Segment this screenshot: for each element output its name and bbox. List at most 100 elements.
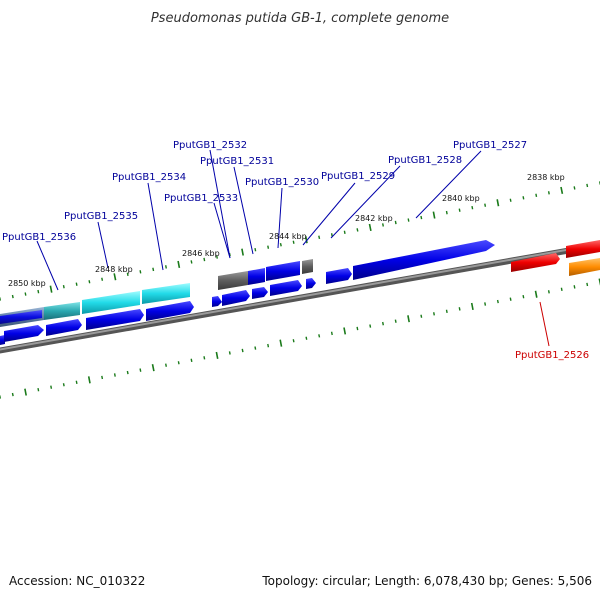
lower-feature-row (0, 278, 316, 345)
minor-tick (573, 186, 576, 190)
cds-feature[interactable] (270, 280, 302, 296)
major-tick (113, 273, 117, 281)
minor-tick (356, 326, 359, 331)
cds-feature[interactable] (46, 319, 82, 336)
cds-feature[interactable] (86, 309, 144, 330)
cds-feature[interactable] (0, 310, 42, 324)
gene-label-2532[interactable]: PputGB1_2532 (173, 140, 247, 259)
minor-tick (522, 294, 525, 299)
cds-feature[interactable] (302, 259, 313, 274)
tick-label: 2848 kbp (95, 265, 133, 274)
minor-tick (126, 370, 129, 375)
cds-feature[interactable] (4, 325, 44, 342)
major-tick (368, 223, 372, 232)
cds-feature[interactable] (82, 291, 140, 314)
gene-label-2533[interactable]: PputGB1_2533 (164, 193, 238, 259)
cds-feature[interactable] (0, 335, 5, 345)
major-tick (496, 199, 500, 207)
minor-tick (203, 257, 206, 262)
minor-tick (254, 346, 257, 350)
major-tick (407, 315, 410, 323)
tick-label: 2842 kbp (355, 214, 393, 223)
upper-feature-row (0, 240, 600, 327)
gene-label-2528[interactable]: PputGB1_2528 (330, 155, 462, 239)
minor-tick (420, 314, 423, 318)
major-tick (241, 248, 244, 256)
accession-text: Accession: NC_010322 (9, 574, 146, 588)
minor-tick (330, 233, 333, 237)
inner-tick-track (0, 278, 600, 399)
major-tick (343, 327, 347, 335)
minor-tick (547, 191, 550, 195)
minor-tick (37, 387, 40, 392)
minor-tick (535, 193, 538, 198)
minor-tick (11, 294, 14, 299)
minor-tick (37, 289, 40, 294)
minor-tick (509, 198, 512, 202)
gene-label-2534[interactable]: PputGB1_2534 (112, 172, 186, 271)
cds-feature[interactable] (353, 240, 495, 280)
cds-feature[interactable] (142, 283, 190, 304)
gene-label-2526[interactable]: PputGB1_2526 (515, 301, 589, 361)
gene-label-2531[interactable]: PputGB1_2531 (200, 156, 274, 255)
minor-tick (75, 282, 78, 286)
tick-label: 2838 kbp (527, 173, 565, 182)
gene-label-2527[interactable]: PputGB1_2527 (415, 140, 527, 219)
minor-tick (50, 385, 53, 389)
minor-tick (484, 302, 487, 306)
minor-tick (165, 265, 167, 269)
minor-tick (445, 210, 448, 215)
gene-label-2529[interactable]: PputGB1_2529 (302, 171, 395, 246)
minor-tick (586, 183, 589, 188)
minor-tick (547, 290, 550, 294)
major-tick (151, 364, 155, 372)
minor-tick (318, 235, 321, 240)
cds-feature[interactable] (212, 296, 222, 307)
cds-feature[interactable] (146, 301, 194, 321)
minor-tick (267, 343, 270, 348)
svg-text:PputGB1_2535: PputGB1_2535 (64, 211, 138, 222)
gene-label-2535[interactable]: PputGB1_2535 (64, 211, 138, 269)
gene-label-2530[interactable]: PputGB1_2530 (245, 177, 319, 249)
cds-feature[interactable] (248, 268, 265, 285)
cds-feature[interactable] (252, 287, 268, 299)
minor-tick (190, 358, 193, 363)
major-tick (215, 351, 219, 359)
major-tick (87, 376, 91, 384)
minor-tick (228, 351, 231, 355)
minor-tick (471, 205, 474, 210)
minor-tick (586, 282, 589, 287)
minor-tick (75, 380, 78, 385)
major-tick (470, 302, 474, 311)
tick-label: 2846 kbp (182, 249, 220, 258)
minor-tick (241, 348, 244, 353)
svg-text:PputGB1_2533: PputGB1_2533 (164, 193, 238, 204)
minor-tick (394, 220, 397, 225)
cds-feature[interactable] (569, 258, 600, 276)
cds-feature[interactable] (326, 268, 352, 284)
cds-feature[interactable] (44, 302, 80, 320)
minor-tick (113, 373, 116, 377)
major-tick (177, 260, 181, 269)
svg-text:PputGB1_2528: PputGB1_2528 (388, 155, 462, 166)
minor-tick (407, 218, 410, 222)
minor-tick (254, 247, 257, 252)
cds-feature[interactable] (306, 278, 316, 289)
minor-tick (356, 228, 359, 232)
minor-tick (139, 368, 142, 372)
minor-tick (62, 383, 65, 387)
tick-label: 2840 kbp (442, 194, 480, 203)
cds-feature[interactable] (218, 271, 248, 290)
minor-tick (88, 280, 91, 284)
svg-text:PputGB1_2532: PputGB1_2532 (173, 140, 247, 151)
minor-tick (177, 361, 180, 365)
cds-feature[interactable] (511, 253, 560, 272)
minor-tick (190, 260, 193, 264)
cds-feature[interactable] (566, 240, 600, 258)
cds-feature[interactable] (266, 261, 300, 281)
minor-tick (216, 255, 218, 259)
cds-feature[interactable] (222, 290, 250, 306)
svg-text:PputGB1_2534: PputGB1_2534 (112, 172, 186, 183)
gene-label-2536[interactable]: PputGB1_2536 (2, 232, 76, 291)
major-tick (534, 290, 538, 298)
